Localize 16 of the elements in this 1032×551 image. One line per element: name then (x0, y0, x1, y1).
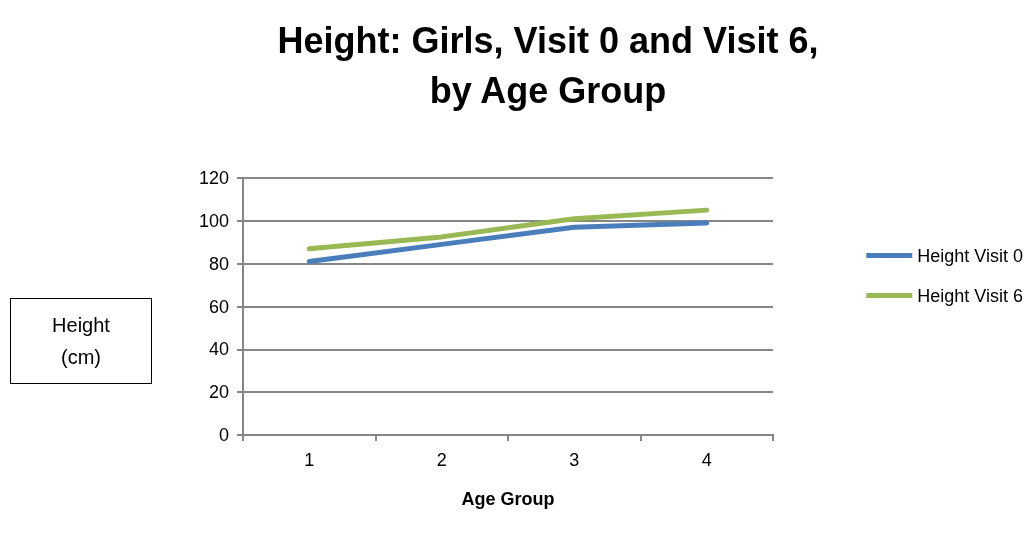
y-tick-label: 80 (208, 253, 229, 274)
x-tick-label: 2 (436, 450, 447, 470)
y-tick-label: 40 (208, 339, 229, 360)
y-axis-title: Height (cm) (10, 298, 152, 384)
chart-title: Height: Girls, Visit 0 and Visit 6, by Age Group (277, 19, 819, 111)
x-tick-label: 3 (569, 450, 580, 470)
y-tick-label: 0 (218, 425, 229, 445)
x-tick-label: 4 (701, 450, 712, 470)
x-axis-title: Age Group (461, 489, 555, 509)
legend-label: Height Visit 6 (917, 285, 1024, 306)
x-tick-label: 1 (304, 450, 315, 470)
legend-label: Height Visit 0 (917, 245, 1024, 266)
y-tick-label: 20 (208, 382, 229, 403)
y-tick-label: 100 (198, 210, 229, 231)
y-tick-label: 120 (198, 168, 229, 188)
y-tick-label: 60 (208, 296, 229, 317)
